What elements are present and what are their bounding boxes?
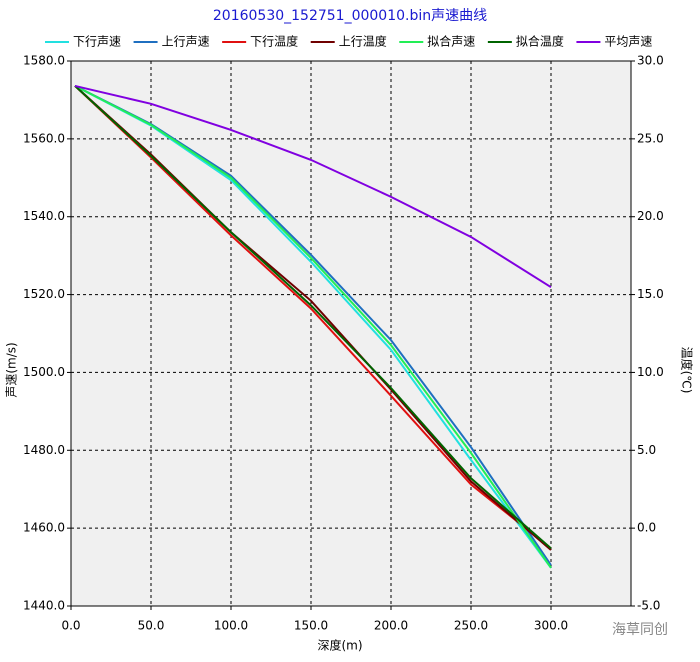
y-tick-label: 1520.0 xyxy=(23,287,65,301)
x-tick-label: 100.0 xyxy=(214,619,248,633)
x-tick-label: 200.0 xyxy=(374,619,408,633)
y-tick-label: 1580.0 xyxy=(23,54,65,68)
y2-tick-label: 30.0 xyxy=(637,54,664,68)
y-tick-label: 1480.0 xyxy=(23,443,65,457)
watermark: 海草同创 xyxy=(612,622,668,638)
x-tick-label: 50.0 xyxy=(138,619,165,633)
y2-tick-label: 20.0 xyxy=(637,209,664,223)
legend-label: 平均声速 xyxy=(604,35,652,49)
y2-tick-label: 0.0 xyxy=(637,521,656,535)
series-line xyxy=(74,85,552,550)
y-tick-label: 1460.0 xyxy=(23,521,65,535)
legend-label: 上行温度 xyxy=(339,34,387,49)
y2-tick-label: 15.0 xyxy=(637,287,664,301)
x-axis-label: 深度(m) xyxy=(317,638,362,653)
chart-title: 20160530_152751_000010.bin声速曲线 xyxy=(213,8,487,24)
y2-tick-label: 10.0 xyxy=(637,365,664,379)
legend-label: 拟合温度 xyxy=(516,34,564,49)
y2-tick-label: 25.0 xyxy=(637,131,664,145)
y2-tick-label: -5.0 xyxy=(637,599,660,613)
y-tick-label: 1440.0 xyxy=(23,599,65,613)
y-tick-label: 1500.0 xyxy=(23,365,65,379)
x-tick-label: 300.0 xyxy=(534,619,568,633)
y2-axis-label: 温度(℃) xyxy=(680,347,695,394)
legend-label: 拟合声速 xyxy=(427,34,475,49)
series-line xyxy=(74,85,552,551)
y-tick-label: 1560.0 xyxy=(23,131,65,145)
legend-label: 上行声速 xyxy=(162,35,210,49)
series-line xyxy=(74,85,552,550)
y2-tick-label: 5.0 xyxy=(637,443,656,457)
plot-area xyxy=(70,60,632,607)
series-line xyxy=(74,84,552,289)
y-axis-label: 声速(m/s) xyxy=(5,342,19,397)
x-tick-label: 150.0 xyxy=(294,619,328,633)
x-tick-label: 0.0 xyxy=(61,619,80,633)
y-tick-label: 1540.0 xyxy=(23,209,65,223)
legend-label: 下行温度 xyxy=(250,34,298,49)
legend-label: 下行声速 xyxy=(73,35,121,49)
x-tick-label: 250.0 xyxy=(454,619,488,633)
series-line xyxy=(74,85,552,569)
